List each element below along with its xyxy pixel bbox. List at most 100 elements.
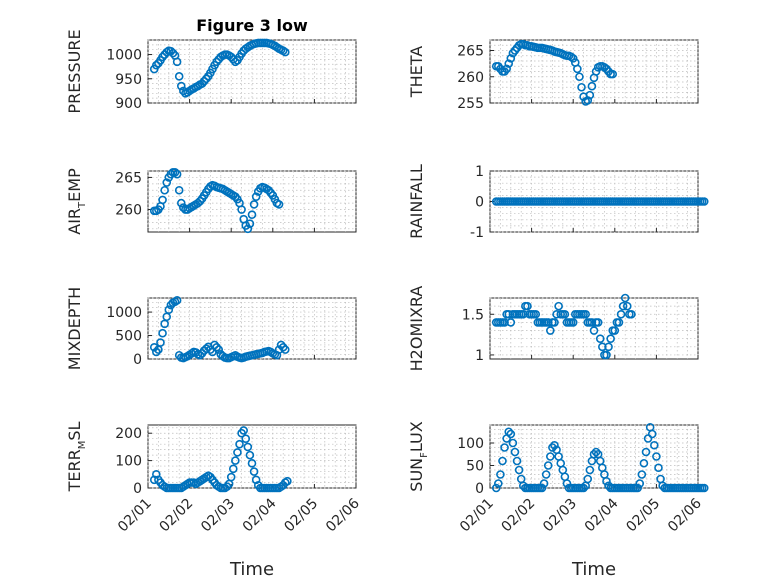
y-tick-label: -1 (470, 225, 484, 241)
subplot-mixdepth: 0 500 1000 MIXDEPTH (65, 287, 357, 370)
y-tick-label: 1 (475, 164, 484, 180)
y-tick-label: 0 (133, 481, 142, 497)
data-point (176, 81, 186, 91)
x-tick-label: 02/02 (499, 496, 539, 536)
y-axis-label: AIRTEMP (65, 168, 88, 235)
data-point (608, 69, 618, 79)
data-point (158, 195, 167, 205)
x-tick-label: 02/05 (623, 496, 663, 536)
x-tick-label: 02/05 (281, 496, 321, 536)
x-tick-label: 02/03 (540, 496, 580, 536)
data-point (251, 192, 261, 201)
data-point (699, 197, 709, 206)
data-point (554, 301, 563, 311)
data-point (245, 450, 255, 460)
data-point (585, 90, 595, 100)
data-point (226, 472, 236, 482)
data-point (523, 301, 532, 311)
y-axis-label: MIXDEPTH (65, 287, 84, 370)
data-point (243, 442, 253, 452)
data-point (201, 74, 211, 84)
data-point (514, 465, 524, 475)
data-point (226, 52, 236, 62)
y-tick-label: 255 (457, 96, 484, 112)
y-axis-label: RAINFALL (407, 164, 426, 239)
data-series (149, 426, 292, 493)
data-point (583, 474, 593, 484)
subplot-rainfall: -1 0 1 RAINFALL (407, 164, 709, 241)
data-point (235, 439, 244, 449)
data-point (641, 447, 651, 457)
data-point (589, 326, 599, 335)
data-point (539, 479, 549, 488)
data-point (531, 309, 541, 319)
data-point (491, 483, 501, 493)
data-point (162, 178, 172, 187)
y-tick-label: 50 (466, 459, 484, 475)
data-point (699, 483, 709, 493)
data-point (650, 440, 659, 450)
y-tick-label: 260 (115, 203, 142, 219)
data-point (278, 342, 288, 352)
data-point (568, 318, 578, 327)
data-point (152, 60, 161, 70)
x-tick-label: 02/04 (582, 495, 622, 535)
figure-title: Figure 3 low (196, 16, 308, 35)
data-point (231, 456, 240, 465)
data-point (622, 301, 632, 311)
y-axis-label: H2OMIXRA (407, 286, 426, 372)
data-point (210, 340, 219, 350)
data-point (618, 301, 628, 311)
data-point (172, 296, 182, 305)
data-point (602, 476, 611, 486)
data-point (541, 470, 551, 479)
x-tick-label: 02/02 (157, 496, 197, 536)
subplot-sun-flux: 0 50 100 SUNFLUX 02/01 02/02 02/03 02/04 02/05 02… (407, 421, 709, 536)
data-point (620, 293, 630, 303)
data-point (583, 96, 593, 105)
data-point (237, 205, 246, 214)
data-point (212, 342, 221, 352)
data-point (585, 465, 595, 475)
y-axis-label: THETA (407, 46, 426, 98)
data-point (581, 309, 590, 319)
data-point (537, 483, 547, 493)
data-point (606, 334, 615, 343)
x-tick-label: 02/01 (115, 496, 155, 536)
data-point (172, 169, 182, 179)
data-point (610, 326, 620, 335)
data-point (593, 318, 603, 327)
y-tick-label: 1000 (106, 305, 142, 321)
data-point (506, 429, 516, 439)
data-point (654, 463, 663, 473)
data-point (233, 448, 242, 457)
x-tick-label: 02/06 (323, 495, 363, 535)
y-tick-label: 1 (475, 348, 484, 364)
data-series (149, 38, 290, 98)
data-point (245, 219, 255, 228)
data-point (504, 427, 514, 437)
data-point (604, 342, 613, 352)
y-tick-label: 260 (457, 70, 484, 86)
x-tick-label: 02/01 (457, 496, 497, 536)
data-point (199, 76, 209, 86)
x-tick-label: 02/06 (665, 495, 705, 535)
y-tick-label: 0 (475, 481, 484, 497)
data-point (587, 81, 597, 91)
data-point (566, 52, 576, 62)
data-point (156, 338, 165, 347)
data-point (591, 447, 601, 457)
x-tick-label: 02/03 (198, 496, 238, 536)
data-point (276, 340, 286, 350)
data-point (548, 443, 557, 452)
data-point (639, 458, 649, 468)
data-point (197, 79, 207, 88)
y-tick-label: 900 (115, 96, 142, 112)
data-point (568, 54, 578, 63)
data-point (506, 54, 516, 63)
data-point (508, 438, 518, 448)
data-point (160, 185, 169, 195)
data-point (550, 318, 559, 327)
data-series (491, 39, 618, 106)
